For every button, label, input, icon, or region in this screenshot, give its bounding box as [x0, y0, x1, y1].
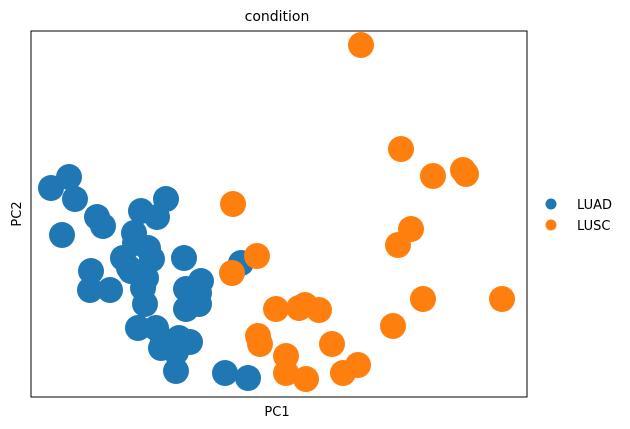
scatter-points [38, 32, 515, 392]
legend-marker-luad [545, 198, 557, 210]
point-lusc-22 [273, 360, 299, 386]
point-luad-34 [163, 358, 189, 384]
point-luad-22 [132, 291, 158, 317]
point-luad-2 [62, 186, 88, 212]
point-lusc-0 [348, 32, 374, 58]
chart-title: condition [245, 9, 310, 25]
x-axis-label: PC1 [264, 405, 289, 420]
point-luad-27 [125, 315, 151, 341]
point-lusc-1 [388, 136, 414, 162]
point-lusc-24 [330, 360, 356, 386]
point-lusc-9 [219, 260, 245, 286]
legend-label-lusc: LUSC [577, 219, 610, 234]
point-luad-14 [171, 245, 197, 271]
legend: LUAD LUSC [545, 198, 612, 234]
point-luad-8 [144, 204, 170, 230]
point-luad-36 [235, 365, 261, 391]
point-lusc-23 [293, 366, 319, 392]
point-luad-5 [49, 222, 75, 248]
point-luad-35 [212, 360, 238, 386]
point-lusc-12 [263, 296, 289, 322]
point-lusc-20 [319, 331, 345, 357]
point-luad-19 [77, 277, 103, 303]
legend-marker-lusc [545, 219, 557, 231]
point-lusc-16 [380, 313, 406, 339]
y-axis-label: PC2 [10, 201, 25, 226]
point-luad-39 [178, 286, 204, 312]
plot-frame [30, 30, 528, 398]
point-lusc-2 [420, 163, 446, 189]
point-luad-18 [78, 258, 104, 284]
point-lusc-11 [489, 286, 515, 312]
point-luad-1 [56, 164, 82, 190]
point-lusc-7 [385, 232, 411, 258]
point-lusc-10 [410, 286, 436, 312]
point-lusc-8 [244, 243, 270, 269]
point-lusc-15 [306, 297, 332, 323]
point-lusc-5 [220, 191, 246, 217]
point-lusc-4 [453, 161, 479, 187]
point-luad-33 [163, 339, 189, 365]
legend-label-luad: LUAD [577, 198, 612, 213]
point-lusc-18 [247, 331, 273, 357]
point-luad-4 [90, 213, 116, 239]
point-luad-20 [97, 277, 123, 303]
